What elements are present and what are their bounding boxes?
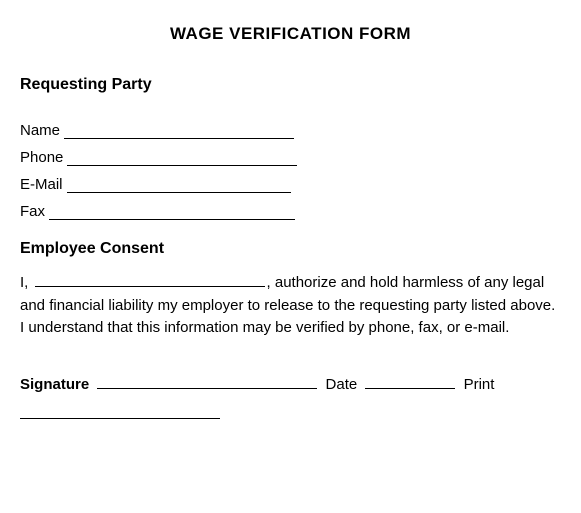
name-input-line[interactable] [64,123,294,140]
signature-input-line[interactable] [97,374,317,389]
fax-field-row: Fax [20,203,561,220]
phone-input-line[interactable] [67,150,297,167]
print-input-line[interactable] [20,404,220,419]
email-field-row: E-Mail [20,176,561,193]
employee-consent-header: Employee Consent [20,240,561,258]
form-page: WAGE VERIFICATION FORM Requesting Party … [0,0,581,513]
signature-row: Signature Date Print [20,370,561,430]
consent-text-before: I, [20,274,28,291]
date-label: Date [326,376,358,393]
email-input-line[interactable] [67,177,291,194]
consent-name-input-line[interactable] [35,272,265,287]
print-label: Print [464,376,495,393]
form-title: WAGE VERIFICATION FORM [20,24,561,44]
phone-field-row: Phone [20,149,561,166]
date-input-line[interactable] [365,374,455,389]
email-label: E-Mail [20,176,63,193]
fax-label: Fax [20,203,45,220]
consent-paragraph: I, , authorize and hold harmless of any … [20,272,561,340]
consent-section: Employee Consent I, , authorize and hold… [20,240,561,340]
name-label: Name [20,122,60,139]
name-field-row: Name [20,122,561,139]
phone-label: Phone [20,149,63,166]
fax-input-line[interactable] [49,204,295,221]
requesting-party-header: Requesting Party [20,76,561,94]
signature-label: Signature [20,376,89,393]
